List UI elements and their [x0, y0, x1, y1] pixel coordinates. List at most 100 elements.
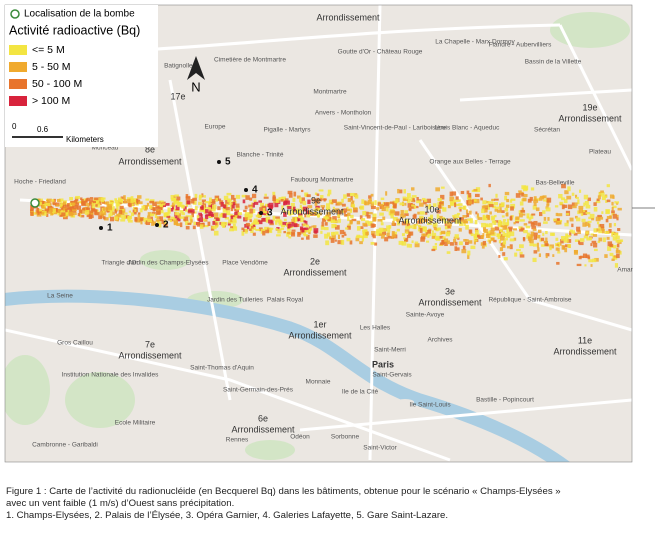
building — [559, 201, 564, 205]
building — [590, 243, 593, 247]
building — [569, 217, 574, 222]
building — [497, 236, 501, 240]
building — [301, 189, 304, 193]
building — [611, 201, 614, 206]
building — [110, 206, 115, 211]
building — [470, 199, 474, 205]
building — [506, 198, 510, 203]
building — [349, 208, 353, 213]
building — [416, 196, 419, 201]
building — [127, 220, 133, 223]
building — [513, 221, 516, 225]
building — [502, 219, 506, 222]
building — [372, 213, 377, 218]
building — [494, 208, 499, 212]
place-label: Palais Royal — [267, 297, 304, 304]
building — [449, 242, 454, 246]
building — [353, 207, 358, 210]
building — [432, 203, 437, 207]
building — [198, 195, 202, 201]
place-label: Saint-Gervais — [372, 372, 412, 379]
building — [346, 208, 352, 212]
building — [278, 197, 284, 201]
building — [519, 251, 523, 255]
building — [88, 210, 92, 214]
building — [261, 205, 266, 210]
building — [468, 197, 472, 203]
building — [262, 207, 266, 213]
building — [467, 250, 471, 256]
building — [489, 211, 492, 215]
building — [477, 217, 483, 220]
building — [146, 202, 150, 207]
building — [378, 227, 384, 233]
building — [536, 242, 539, 248]
building — [233, 216, 237, 222]
building — [371, 230, 376, 235]
building — [192, 225, 196, 230]
building — [480, 234, 484, 239]
building — [521, 192, 525, 197]
building — [118, 209, 123, 214]
building — [421, 197, 426, 201]
building — [272, 196, 277, 202]
building — [496, 233, 502, 238]
building — [227, 199, 232, 202]
building — [584, 200, 589, 206]
site-number: 4 — [252, 185, 258, 196]
building — [57, 210, 61, 216]
building — [45, 198, 49, 202]
building — [399, 202, 404, 206]
building — [433, 227, 437, 231]
place-label: Plateau — [589, 149, 611, 156]
building — [326, 211, 331, 217]
building — [56, 198, 61, 202]
building — [398, 240, 404, 245]
building — [275, 228, 278, 231]
building — [72, 205, 77, 210]
building — [449, 191, 453, 197]
building — [612, 195, 615, 199]
building — [135, 198, 139, 203]
building — [465, 241, 469, 245]
building — [403, 189, 406, 194]
building — [597, 195, 601, 200]
map-base — [5, 5, 632, 462]
building — [280, 199, 284, 202]
building — [60, 203, 63, 207]
building — [563, 204, 568, 208]
building — [444, 241, 448, 247]
building — [260, 202, 264, 208]
legend-label: 5 - 50 M — [32, 61, 71, 73]
building — [41, 200, 45, 205]
place-label: Bas-Belleville — [535, 180, 574, 187]
building — [420, 235, 426, 240]
building — [176, 196, 181, 201]
building — [529, 238, 534, 244]
building — [571, 223, 574, 228]
building — [376, 207, 380, 211]
building — [313, 208, 318, 212]
building — [331, 231, 335, 236]
building — [306, 212, 311, 218]
building — [405, 225, 411, 229]
building — [287, 223, 292, 228]
building — [103, 210, 107, 216]
place-label: Orange aux Belles - Terrage — [429, 159, 511, 166]
building — [615, 235, 620, 240]
building — [301, 237, 304, 240]
building — [171, 205, 174, 210]
building — [95, 203, 101, 208]
building — [474, 193, 480, 198]
building — [406, 243, 410, 248]
building — [305, 224, 309, 228]
place-label: Monnaie — [306, 379, 331, 386]
building — [374, 242, 378, 246]
building — [458, 228, 462, 232]
building — [412, 224, 417, 230]
building — [593, 206, 598, 212]
building — [446, 218, 451, 222]
building — [411, 204, 415, 207]
building — [134, 217, 138, 222]
site-number: 2 — [163, 220, 169, 231]
